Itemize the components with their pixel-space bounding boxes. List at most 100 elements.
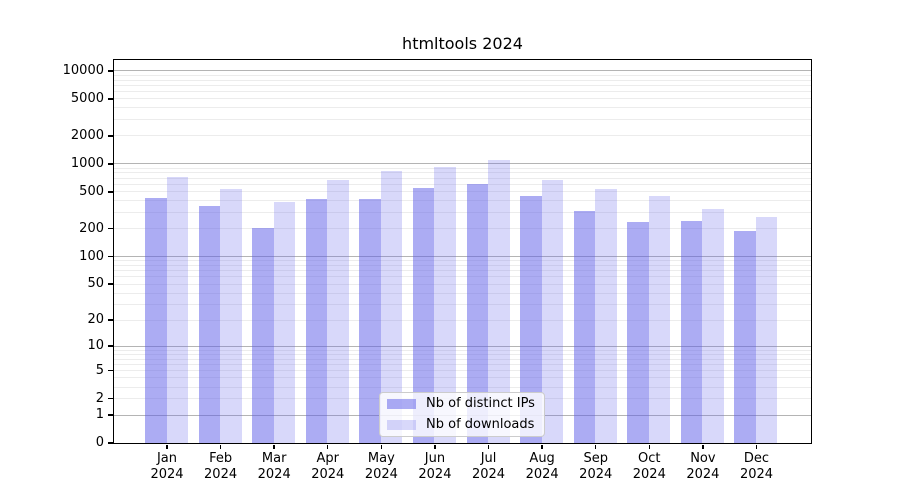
bar-feb-distinct-ips [198,206,221,443]
legend-swatch-distinct-ips [387,399,416,410]
y-tick-label: 100 [79,248,104,264]
gridline-minor [113,292,811,294]
chart-title: htmltools 2024 [402,34,523,53]
bar-oct-downloads [648,195,671,443]
bar-apr-downloads [327,180,349,443]
gridline-minor [113,167,811,169]
gridline-minor [113,228,811,230]
gridline-minor [113,370,811,372]
x-tick-label: Feb 2024 [204,451,238,482]
x-tick-label: Nov 2024 [686,451,720,482]
x-tick-label: Sep 2024 [579,451,613,482]
gridline-minor [113,200,811,202]
bar-sep-distinct-ips [573,210,596,443]
x-tick [434,444,436,449]
y-tick [108,163,113,165]
y-tick-label: 2000 [70,127,104,143]
gridline-minor [113,172,811,174]
bar-mar-distinct-ips [252,228,274,443]
y-tick-label: 10 [87,338,104,354]
y-tick-label: 1 [95,407,104,422]
gridline-minor [113,98,811,100]
y-tick-label: 5 [95,362,104,378]
gridline-minor [113,349,811,351]
x-tick [702,444,704,449]
y-tick-label: 5000 [70,90,104,106]
bar-dec-downloads [755,217,778,443]
gridline-minor [113,265,811,266]
bar-jun-distinct-ips [412,187,435,443]
legend-label-distinct-ips: Nb of distinct IPs [426,396,535,412]
y-tick [108,255,113,258]
y-tick [108,70,113,72]
x-tick-label: Aug 2024 [525,451,559,482]
bar-jul-distinct-ips [466,184,489,443]
gridline-minor [113,177,811,179]
gridline-minor [113,107,811,109]
bar-sep-downloads [595,189,617,443]
x-tick [541,444,543,449]
legend-label-downloads: Nb of downloads [426,416,535,432]
y-tick-label: 2 [95,390,104,406]
x-tick [595,444,597,449]
legend: Nb of distinct IPs Nb of downloads [379,392,545,437]
gridline-minor [113,74,811,76]
gridline-minor [113,319,811,321]
gridline-minor [113,119,811,121]
y-tick [108,319,113,321]
gridline-minor [113,386,811,388]
x-tick-label: May 2024 [364,451,398,482]
y-tick-label: 500 [79,183,104,199]
gridline-minor [113,353,811,355]
gridline-minor [113,283,811,285]
y-tick [108,442,113,444]
x-tick [327,444,329,449]
gridline-major [113,163,811,165]
bar-nov-downloads [702,208,724,443]
gridline-minor [113,84,811,86]
bar-aug-distinct-ips [520,196,542,443]
x-tick-label: Apr 2024 [311,451,345,482]
gridline-minor [113,303,811,305]
y-tick [108,369,113,372]
y-tick-label: 50 [87,276,104,292]
gridline-minor [113,260,811,262]
gridline-minor [113,184,811,186]
bar-nov-distinct-ips [680,220,703,443]
gridline-major [113,70,811,72]
x-tick-label: Jun 2024 [418,451,452,482]
y-tick [108,283,113,285]
bar-dec-distinct-ips [734,231,756,443]
x-tick [648,444,650,449]
y-tick [108,345,113,347]
x-tick-label: Mar 2024 [257,451,291,482]
y-tick-label: 1000 [70,155,104,171]
x-tick [166,444,168,449]
x-tick-label: Jan 2024 [150,451,184,482]
x-tick-label: Dec 2024 [739,451,774,482]
bar-jul-downloads [488,159,510,443]
gridline-minor [113,358,811,360]
y-tick [108,98,113,100]
y-tick-label: 10000 [62,62,104,78]
bar-jan-downloads [166,177,188,443]
legend-swatch-downloads [387,419,416,430]
gridline-minor [113,270,811,272]
gridline-minor [113,191,811,193]
gridline-minor [113,91,811,93]
gridline-minor [113,377,811,379]
x-tick-label: Oct 2024 [632,451,666,482]
bar-may-downloads [380,170,403,443]
gridline-minor [113,211,811,213]
gridline-minor [113,79,811,81]
y-tick [108,191,113,193]
y-tick [108,135,113,137]
y-tick [108,414,113,416]
bar-mar-downloads [273,202,296,443]
plot-area [112,58,812,444]
bar-apr-distinct-ips [305,199,328,443]
bar-feb-downloads [220,189,242,443]
gridline-major [113,256,811,258]
legend-item-downloads: Nb of downloads [387,417,537,434]
